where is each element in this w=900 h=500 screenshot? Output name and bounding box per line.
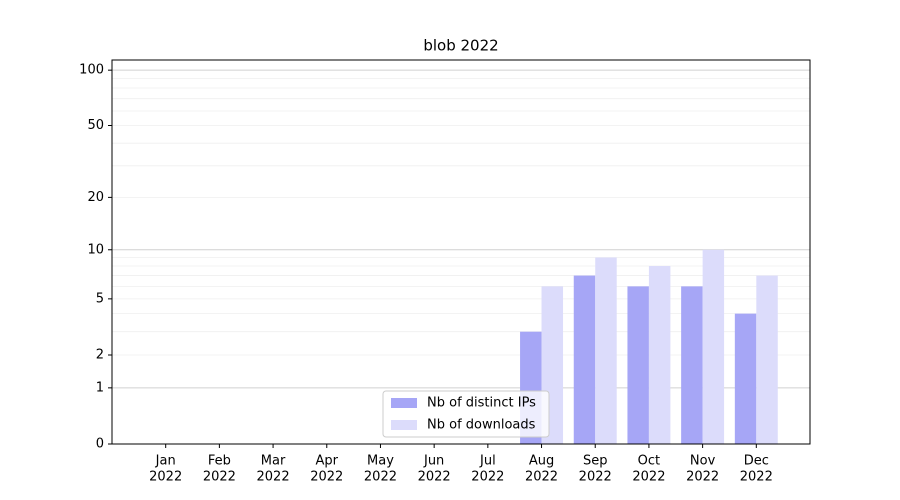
y-tick-label: 0 <box>96 437 104 452</box>
bar <box>756 275 778 444</box>
bar <box>734 313 757 444</box>
legend-label: Nb of distinct IPs <box>427 396 536 411</box>
bar <box>595 257 617 444</box>
x-tick-label: Mar <box>261 454 286 469</box>
y-tick-label: 2 <box>96 348 104 363</box>
x-tick-label: Oct <box>638 454 660 469</box>
x-tick-label: 2022 <box>740 470 773 485</box>
x-tick-label: Jun <box>423 454 444 469</box>
bar <box>627 286 649 444</box>
x-tick-label: Aug <box>529 454 554 469</box>
x-tick-label: 2022 <box>471 470 504 485</box>
y-tick-label: 10 <box>87 242 104 257</box>
x-tick-label: 2022 <box>632 470 665 485</box>
x-tick-label: 2022 <box>579 470 612 485</box>
bar <box>648 266 671 444</box>
x-tick-label: Sep <box>583 454 608 469</box>
legend: Nb of distinct IPs Nb of downloads <box>382 390 550 438</box>
y-tick-label: 5 <box>96 291 104 306</box>
x-tick-label: 2022 <box>525 470 558 485</box>
y-tick-label: 100 <box>79 63 104 78</box>
y-tick-label: 50 <box>87 118 104 133</box>
x-tick-label: Dec <box>744 454 769 469</box>
x-tick-label: Feb <box>208 454 231 469</box>
x-tick-label: Jan <box>155 454 176 469</box>
x-tick-label: Apr <box>316 454 339 469</box>
bar <box>681 286 703 444</box>
y-tick-label: 20 <box>87 190 104 205</box>
y-tick-label: 1 <box>96 380 104 395</box>
x-tick-label: May <box>367 454 394 469</box>
legend-swatch <box>391 398 417 408</box>
x-tick-label: Jul <box>479 454 496 469</box>
x-tick-label: Nov <box>690 454 716 469</box>
legend-label: Nb of downloads <box>427 418 536 433</box>
legend-swatch <box>391 420 417 430</box>
x-tick-label: 2022 <box>418 470 451 485</box>
x-tick-label: 2022 <box>203 470 236 485</box>
x-tick-label: 2022 <box>257 470 290 485</box>
legend-box <box>382 390 550 438</box>
x-tick-label: 2022 <box>310 470 343 485</box>
bar <box>702 249 725 444</box>
bar <box>573 275 596 444</box>
x-tick-label: 2022 <box>149 470 182 485</box>
x-tick-label: 2022 <box>364 470 397 485</box>
chart-title: blob 2022 <box>423 37 498 55</box>
plot-frame <box>111 59 811 445</box>
x-tick-label: 2022 <box>686 470 719 485</box>
